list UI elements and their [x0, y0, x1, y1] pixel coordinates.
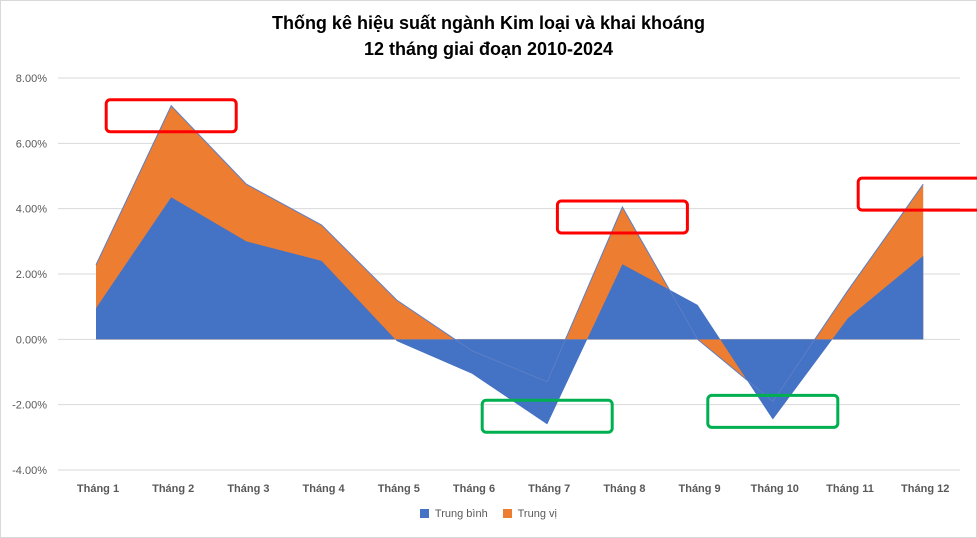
- y-tick-label: -4.00%: [12, 465, 47, 477]
- chart-title-line-2: 12 tháng giai đoạn 2010-2024: [363, 39, 614, 59]
- x-tick-label: Tháng 9: [679, 483, 721, 495]
- y-axis-ticks: -4.00% -2.00% 0.00% 2.00% 4.00% 6.00% 8.00%: [12, 73, 47, 477]
- y-tick-label: 6.00%: [16, 138, 47, 150]
- y-tick-label: -2.00%: [12, 400, 47, 412]
- y-tick-label: 8.00%: [16, 73, 47, 85]
- x-tick-label: Tháng 1: [77, 483, 119, 495]
- annotation-box: [104, 98, 238, 134]
- x-axis-ticks: Tháng 1 Tháng 2 Tháng 3 Tháng 4 Tháng 5 Tháng…: [77, 483, 949, 495]
- annotation-box: [480, 398, 614, 434]
- x-tick-label: Tháng 11: [826, 483, 874, 495]
- annotations: [104, 98, 977, 434]
- x-tick-label: Tháng 4: [303, 483, 346, 495]
- x-tick-label: Tháng 2: [152, 483, 194, 495]
- y-tick-label: 4.00%: [16, 204, 47, 216]
- x-tick-label: Tháng 8: [603, 483, 645, 495]
- legend-swatch-mean: [420, 509, 430, 518]
- series-areas: [95, 104, 924, 425]
- x-tick-label: Tháng 3: [227, 483, 269, 495]
- legend-item-mean: Trung bình: [420, 508, 488, 520]
- legend-label-mean: Trung bình: [434, 508, 488, 520]
- chart-title-line-1: Thống kê hiệu suất ngành Kim loại và kha…: [271, 13, 706, 33]
- annotation-box: [555, 199, 689, 235]
- x-tick-label: Tháng 7: [528, 483, 570, 495]
- legend-item-median: Trung vị: [502, 508, 557, 520]
- y-tick-label: 2.00%: [16, 269, 47, 281]
- legend: Trung bình Trung vị: [0, 508, 977, 520]
- line-median-edge: [95, 104, 924, 403]
- x-tick-label: Tháng 5: [378, 483, 420, 495]
- annotation-box: [856, 176, 977, 212]
- area-series-mean-inner: [96, 105, 924, 402]
- chart-title: Thống kê hiệu suất ngành Kim loại và kha…: [0, 10, 977, 62]
- y-tick-label: 0.00%: [16, 334, 47, 346]
- x-tick-label: Tháng 10: [751, 483, 799, 495]
- legend-swatch-median: [502, 509, 512, 518]
- legend-label-median: Trung vị: [517, 508, 557, 520]
- x-tick-label: Tháng 6: [453, 483, 495, 495]
- x-tick-label: Tháng 12: [901, 483, 949, 495]
- annotation-box: [706, 393, 840, 429]
